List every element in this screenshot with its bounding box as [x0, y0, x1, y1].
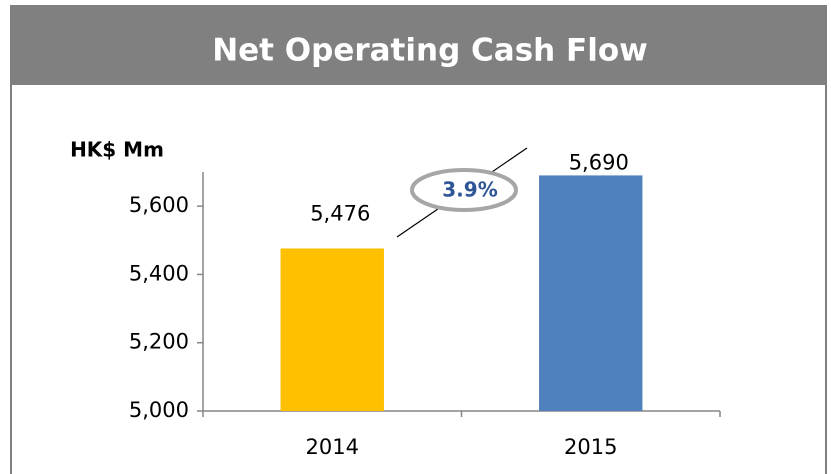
y-axis-label: HK$ Mm: [70, 138, 164, 162]
chart-title: Net Operating Cash Flow: [212, 33, 648, 69]
y-tick-label: 5,400: [129, 261, 189, 285]
growth-badge: [410, 168, 518, 212]
bar: [280, 248, 384, 411]
value-label: 5,690: [569, 150, 629, 174]
header: [11, 6, 826, 85]
bar: [539, 175, 643, 411]
y-tick-label: 5,200: [129, 330, 189, 354]
value-label: 5,476: [310, 201, 370, 225]
x-tick-label: 2015: [564, 435, 617, 459]
x-tick-label: 2014: [306, 435, 359, 459]
y-tick-label: 5,000: [129, 398, 189, 422]
y-tick-label: 5,600: [129, 193, 189, 217]
growth-label: 3.9%: [442, 178, 497, 202]
